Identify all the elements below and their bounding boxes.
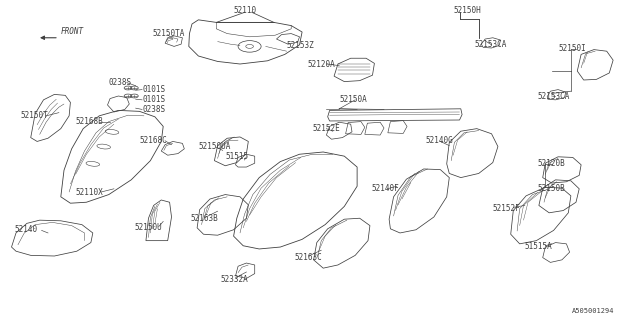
Text: 52110: 52110 — [234, 6, 257, 15]
Text: 52168B: 52168B — [76, 117, 103, 126]
Text: 52150TA: 52150TA — [152, 29, 185, 38]
Text: 52163C: 52163C — [294, 253, 322, 262]
Text: FRONT: FRONT — [61, 27, 84, 36]
Text: 52332A: 52332A — [221, 275, 248, 284]
Text: 52110X: 52110X — [76, 188, 103, 197]
Text: 52120B: 52120B — [538, 159, 565, 168]
Text: 52163B: 52163B — [191, 214, 218, 223]
Text: 52152F: 52152F — [493, 204, 520, 212]
Text: 52152E: 52152E — [312, 124, 340, 132]
Text: 0101S: 0101S — [142, 85, 165, 94]
Text: 0101S: 0101S — [142, 95, 165, 104]
Text: 0238S: 0238S — [142, 105, 165, 114]
Text: 0238S: 0238S — [109, 78, 132, 87]
Text: 52153CA: 52153CA — [538, 92, 570, 101]
Text: 52120A: 52120A — [307, 60, 335, 68]
Text: 52150B: 52150B — [538, 184, 565, 193]
Text: 52140: 52140 — [14, 225, 37, 234]
Text: 52150UA: 52150UA — [198, 142, 231, 151]
Text: 52150H: 52150H — [453, 6, 481, 15]
Text: 52150U: 52150U — [134, 223, 162, 232]
Text: 52153CA: 52153CA — [475, 40, 508, 49]
Text: A505001294: A505001294 — [572, 308, 614, 314]
Text: 51515: 51515 — [225, 152, 248, 161]
Text: 52140G: 52140G — [426, 136, 453, 145]
Text: 52150I: 52150I — [558, 44, 586, 52]
Text: 52168C: 52168C — [140, 136, 167, 145]
Text: 52150A: 52150A — [339, 95, 367, 104]
Text: 52153Z: 52153Z — [287, 41, 314, 50]
Text: 52140F: 52140F — [371, 184, 399, 193]
Text: 51515A: 51515A — [525, 242, 552, 251]
Text: 52150T: 52150T — [20, 111, 48, 120]
